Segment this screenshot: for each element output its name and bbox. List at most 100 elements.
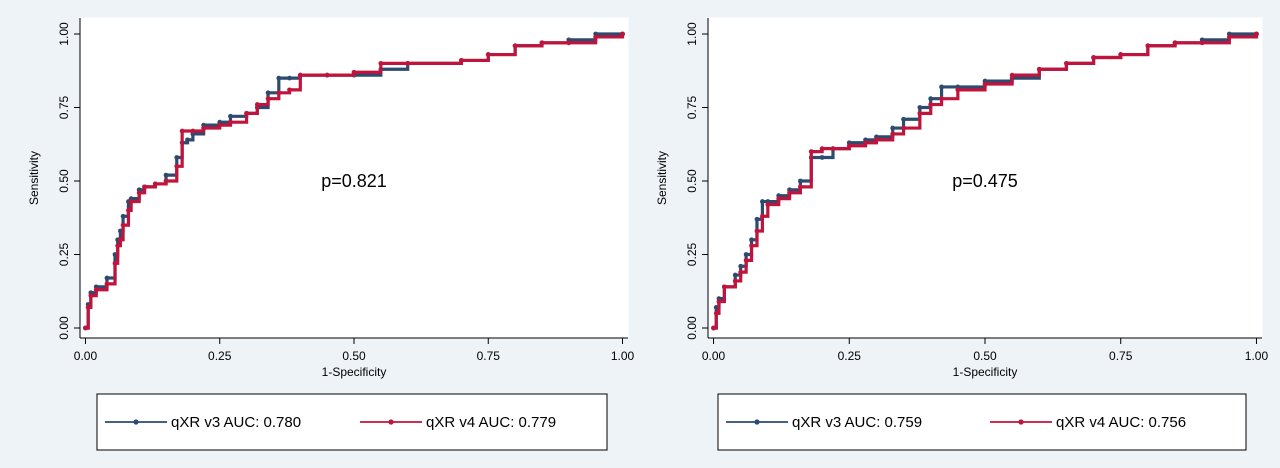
x-tick-label: 0.50: [973, 349, 997, 363]
data-point: [152, 181, 158, 187]
y-tick-label: 1.00: [57, 22, 71, 46]
roc-chart-1: 0.00 0.25 0.50 0.75 1.00 0.00 0.25 0.50 0.75 1.00…: [27, 17, 635, 451]
data-point: [1091, 55, 1096, 60]
legend-label: qXR v4 AUC: 0.779: [426, 414, 556, 431]
data-point: [901, 116, 906, 122]
data-point: [324, 72, 330, 78]
series-v4: [711, 31, 1259, 331]
data-point: [142, 184, 147, 190]
data-point: [93, 287, 99, 293]
data-point: [104, 275, 110, 281]
data-point: [276, 90, 282, 96]
data-point: [754, 228, 760, 234]
series-v4: [83, 31, 625, 331]
y-tick-label: 0.00: [685, 316, 699, 340]
data-point: [890, 125, 896, 131]
data-point: [265, 90, 271, 96]
data-point: [1226, 34, 1232, 40]
data-point: [128, 199, 134, 204]
data-point: [713, 310, 719, 316]
data-point: [1145, 43, 1151, 49]
p-value-annotation: p=0.475: [952, 171, 1018, 191]
x-tick-label: 0.25: [208, 349, 232, 363]
legend-label: qXR v3 AUC: 0.780: [171, 414, 301, 431]
data-point: [163, 178, 169, 184]
x-axis-title: 1-Specificity: [322, 365, 387, 379]
x-tick-label: 0.75: [1109, 349, 1133, 363]
data-point: [190, 128, 196, 134]
data-point: [846, 143, 852, 149]
data-point: [512, 43, 518, 49]
data-point: [819, 146, 825, 152]
data-point: [136, 190, 142, 196]
data-point: [732, 278, 738, 284]
data-point: [711, 325, 716, 331]
y-axis-title: Sensitivity: [655, 151, 669, 205]
legend-swatch-marker: [1018, 419, 1024, 425]
data-point: [1118, 52, 1124, 57]
data-point: [760, 199, 765, 204]
data-point: [765, 202, 771, 207]
data-point: [808, 149, 814, 155]
data-point: [901, 125, 906, 131]
data-point: [539, 40, 545, 46]
x-tick-label: 1.00: [1245, 349, 1269, 363]
legend-label: qXR v4 AUC: 0.756: [1056, 414, 1186, 431]
data-point: [120, 222, 126, 228]
data-point: [378, 61, 384, 66]
data-point: [939, 96, 944, 102]
y-tick-label: 0.50: [57, 169, 71, 193]
data-point: [776, 196, 782, 202]
data-point: [716, 299, 722, 304]
data-point: [1254, 31, 1259, 37]
data-point: [830, 146, 836, 152]
data-point: [760, 213, 765, 219]
y-tick-label: 0.25: [685, 242, 699, 266]
x-axis-title: 1-Specificity: [953, 365, 1018, 379]
legend-box: [96, 393, 608, 451]
plot-area: [707, 17, 1263, 339]
data-point: [928, 96, 934, 102]
data-point: [85, 305, 91, 310]
data-point: [104, 281, 110, 287]
data-point: [917, 105, 923, 110]
data-point: [732, 272, 738, 278]
data-point: [738, 263, 744, 269]
y-tick-label: 1.00: [685, 22, 699, 46]
data-point: [566, 40, 572, 46]
data-point: [743, 257, 749, 263]
legend-label: qXR v3 AUC: 0.759: [792, 414, 922, 431]
data-point: [228, 113, 233, 119]
data-point: [1199, 40, 1205, 46]
x-tick-label: 0.75: [477, 349, 501, 363]
data-point: [265, 96, 271, 102]
data-point: [798, 178, 803, 184]
data-point: [982, 81, 988, 87]
data-point: [405, 61, 411, 66]
y-tick-label: 0.75: [57, 95, 71, 119]
data-point: [276, 75, 282, 81]
data-point: [798, 184, 803, 190]
data-point: [217, 122, 223, 128]
data-point: [928, 102, 934, 107]
data-point: [874, 137, 879, 143]
legend-swatch-marker: [133, 419, 139, 425]
data-point: [754, 216, 760, 222]
legend-swatch-marker: [754, 419, 760, 425]
data-point: [228, 119, 233, 125]
data-point: [179, 128, 185, 134]
data-point: [459, 58, 464, 63]
data-point: [185, 137, 190, 143]
data-point: [939, 84, 944, 90]
data-point: [351, 69, 357, 75]
y-tick-label: 0.75: [685, 95, 699, 119]
y-axis-title: Sensitivity: [27, 151, 41, 205]
data-point: [287, 87, 292, 93]
data-point: [1172, 40, 1178, 46]
x-tick-label: 0.25: [838, 349, 862, 363]
data-point: [112, 260, 118, 266]
data-point: [83, 325, 88, 331]
data-point: [297, 72, 303, 78]
data-point: [485, 52, 491, 57]
